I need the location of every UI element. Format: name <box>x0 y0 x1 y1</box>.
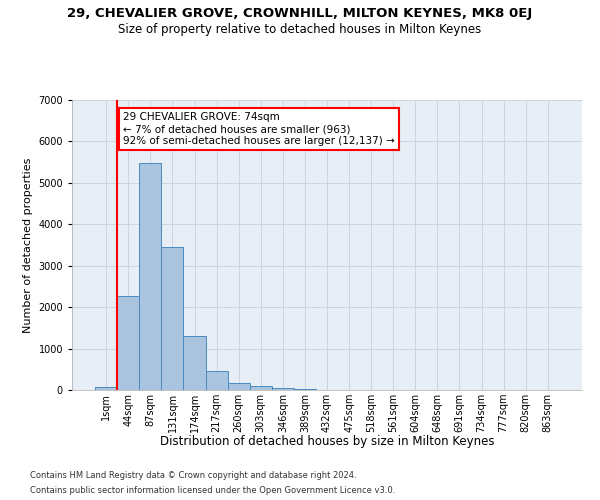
Bar <box>95 387 117 390</box>
Text: Size of property relative to detached houses in Milton Keynes: Size of property relative to detached ho… <box>118 22 482 36</box>
Text: 29 CHEVALIER GROVE: 74sqm
← 7% of detached houses are smaller (963)
92% of semi-: 29 CHEVALIER GROVE: 74sqm ← 7% of detach… <box>123 112 395 146</box>
Bar <box>161 247 184 390</box>
Text: Distribution of detached houses by size in Milton Keynes: Distribution of detached houses by size … <box>160 435 494 448</box>
Bar <box>184 336 206 390</box>
Bar <box>206 371 227 390</box>
Bar <box>117 296 139 390</box>
Text: Contains public sector information licensed under the Open Government Licence v3: Contains public sector information licen… <box>30 486 395 495</box>
Text: Contains HM Land Registry data © Crown copyright and database right 2024.: Contains HM Land Registry data © Crown c… <box>30 471 356 480</box>
Bar <box>250 386 272 390</box>
Bar <box>294 389 316 390</box>
Text: 29, CHEVALIER GROVE, CROWNHILL, MILTON KEYNES, MK8 0EJ: 29, CHEVALIER GROVE, CROWNHILL, MILTON K… <box>67 8 533 20</box>
Y-axis label: Number of detached properties: Number of detached properties <box>23 158 33 332</box>
Bar <box>139 163 161 390</box>
Bar <box>227 383 250 390</box>
Bar <box>272 388 294 390</box>
